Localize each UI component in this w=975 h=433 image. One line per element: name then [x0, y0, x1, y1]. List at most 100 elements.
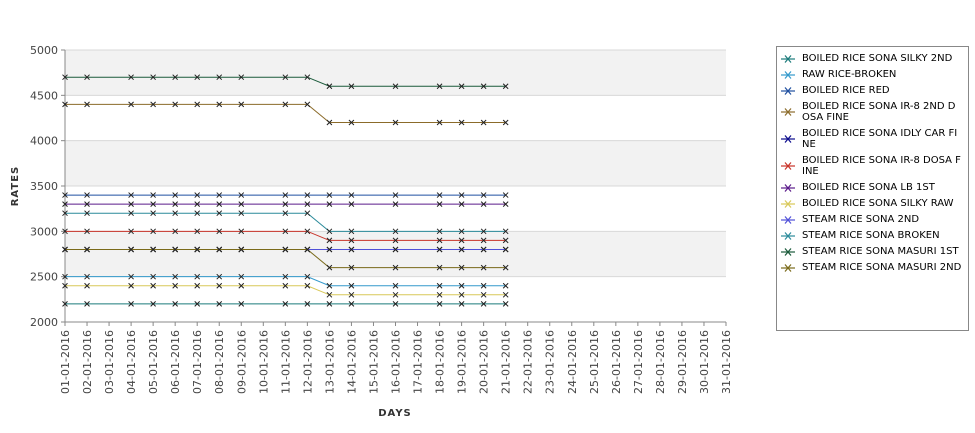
legend-label: STEAM RICE SONA MASURI 2ND — [802, 262, 962, 273]
plot-band — [65, 231, 726, 277]
data-point — [348, 246, 355, 253]
data-point — [282, 201, 289, 207]
data-point — [392, 228, 399, 235]
data-point — [458, 228, 465, 235]
data-point — [502, 301, 509, 307]
data-point — [150, 246, 156, 253]
series-group — [62, 273, 509, 289]
x-tick-label: 14-01-2016 — [345, 330, 358, 394]
data-point — [172, 201, 179, 207]
data-point — [62, 228, 68, 235]
data-point — [392, 83, 399, 90]
data-point — [128, 228, 134, 235]
data-point — [150, 101, 156, 108]
legend-label: STEAM RICE SONA MASURI 1ST — [802, 246, 959, 257]
data-point — [480, 119, 487, 126]
data-point — [480, 228, 487, 235]
x-tick-label: 09-01-2016 — [235, 330, 248, 394]
data-point — [84, 201, 90, 207]
legend-label: RAW RICE-BROKEN — [802, 69, 897, 80]
y-tick-label: 3000 — [30, 225, 58, 238]
data-point — [304, 201, 311, 207]
data-point — [502, 282, 509, 289]
data-point — [216, 201, 223, 207]
data-point — [128, 74, 134, 81]
x-tick-label: 19-01-2016 — [456, 330, 469, 394]
data-point — [392, 201, 399, 207]
legend-item: STEAM RICE SONA MASURI 1ST — [777, 246, 967, 257]
data-point — [216, 192, 223, 198]
data-point — [304, 301, 311, 307]
axes: 2000 2500 3000 3500 4000 4500 5000 01-01-2016 02… — [30, 44, 733, 394]
series-group — [62, 301, 509, 307]
data-point — [84, 192, 90, 198]
data-point — [282, 101, 289, 108]
data-point — [216, 74, 223, 81]
data-point — [150, 273, 156, 280]
data-point — [150, 301, 156, 307]
data-point — [194, 74, 201, 81]
x-tick-label: 04-01-2016 — [125, 330, 138, 394]
data-point — [128, 301, 134, 307]
data-point — [282, 273, 289, 280]
legend-label: BOILED RICE SONA SILKY 2ND — [802, 53, 953, 64]
legend-marker-icon — [781, 183, 795, 192]
data-point — [172, 273, 179, 280]
y-axis-title: RATES — [10, 166, 21, 207]
data-point — [216, 101, 223, 108]
data-point — [480, 237, 487, 244]
legend-label: BOILED RICE SONA IR-8 DOSA FINE — [802, 155, 961, 177]
x-tick-label: 02-01-2016 — [81, 330, 94, 394]
data-point — [326, 237, 333, 244]
x-tick-label: 24-01-2016 — [566, 330, 579, 394]
data-point — [304, 101, 311, 108]
legend-marker-icon — [781, 86, 795, 95]
data-point — [84, 101, 90, 108]
data-point — [502, 192, 509, 198]
legend-marker-icon — [781, 108, 795, 116]
data-point — [194, 201, 201, 207]
data-point — [194, 228, 201, 235]
data-point — [216, 301, 223, 307]
data-point — [128, 246, 134, 253]
data-point — [62, 192, 68, 198]
series-group — [62, 74, 509, 90]
data-point — [216, 228, 223, 235]
data-point — [348, 119, 355, 126]
data-point — [326, 264, 333, 271]
x-tick-label: 06-01-2016 — [169, 330, 182, 394]
legend-marker-icon — [781, 162, 795, 170]
legend-marker-icon — [781, 199, 795, 208]
x-tick-label: 31-01-2016 — [720, 330, 733, 394]
legend-marker-icon — [781, 70, 795, 79]
series-group — [62, 228, 509, 244]
data-point — [172, 228, 179, 235]
data-point — [282, 210, 289, 217]
plot-band — [65, 50, 726, 96]
data-point — [194, 101, 201, 108]
data-point — [304, 192, 311, 198]
data-point — [436, 83, 443, 90]
data-point — [480, 282, 487, 289]
data-point — [458, 119, 465, 126]
data-point — [436, 291, 443, 298]
data-point — [194, 301, 201, 307]
legend-item: BOILED RICE SONA SILKY 2ND — [777, 53, 967, 64]
data-point — [326, 301, 333, 307]
data-point — [62, 301, 68, 307]
data-point — [480, 192, 487, 198]
data-point — [458, 237, 465, 244]
data-point — [326, 83, 333, 90]
data-point — [238, 301, 245, 307]
data-point — [348, 291, 355, 298]
data-point — [304, 210, 311, 217]
data-point — [502, 291, 509, 298]
legend-marker-icon — [781, 135, 795, 143]
data-point — [84, 74, 90, 81]
data-point — [282, 228, 289, 235]
series-group — [62, 210, 509, 235]
y-tick-label: 4000 — [30, 135, 58, 148]
data-point — [150, 282, 156, 289]
data-point — [216, 273, 223, 280]
data-point — [304, 228, 311, 235]
